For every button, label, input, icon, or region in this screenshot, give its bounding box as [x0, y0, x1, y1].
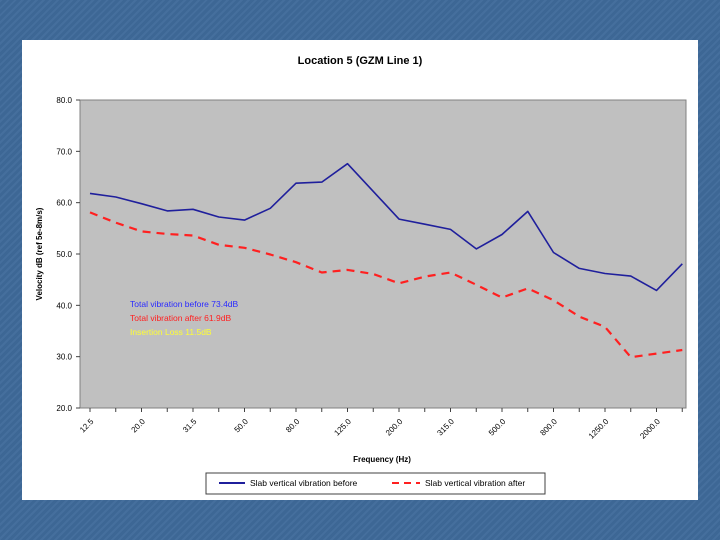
x-tick-label: 50.0	[233, 417, 251, 435]
legend-label-before: Slab vertical vibration before	[250, 478, 358, 488]
chart: Location 5 (GZM Line 1) 20.0 30.0 40.0 50.0…	[35, 55, 687, 495]
chart-title: Location 5 (GZM Line 1)	[298, 55, 423, 67]
series-line-before	[89, 162, 683, 292]
y-axis-label: Velocity dB (ref 5e-8m/s)	[35, 207, 44, 300]
x-tick-label: 31.5	[181, 417, 199, 435]
x-tick-label: 315.0	[435, 417, 456, 438]
y-tick-label: 30.0	[56, 353, 72, 362]
x-tick-label: 1250.0	[587, 417, 611, 441]
y-tick-label: 70.0	[56, 147, 72, 156]
legend-box	[205, 472, 546, 495]
y-tick-label: 60.0	[56, 199, 72, 208]
annotation-insertion-loss: Insertion Loss 11.5dB	[130, 327, 212, 337]
slide-frame: Location 5 (GZM Line 1) 20.0 30.0 40.0 50.0…	[22, 40, 698, 500]
x-tick-label: 80.0	[284, 417, 302, 435]
x-axis-label: Frequency (Hz)	[353, 455, 411, 464]
x-tick-label: 800.0	[538, 417, 559, 438]
x-tick-label: 200.0	[384, 417, 405, 438]
x-tick-label: 500.0	[487, 417, 508, 438]
x-tick-label: 20.0	[130, 417, 148, 435]
legend-label-after: Slab vertical vibration after	[425, 478, 525, 488]
y-tick-label: 40.0	[56, 301, 72, 310]
annotation-total-after: Total vibration after 61.9dB	[130, 313, 231, 323]
legend: Slab vertical vibration before Slab vert…	[205, 472, 546, 495]
plot-area	[79, 99, 687, 409]
series-line-after	[89, 211, 683, 359]
x-tick-label: 125.0	[332, 417, 353, 438]
x-tick-label: 2000.0	[638, 417, 662, 441]
y-tick-label: 80.0	[56, 96, 72, 105]
annotation-total-before: Total vibration before 73.4dB	[130, 299, 239, 309]
x-tick-label: 12.5	[78, 417, 96, 435]
y-tick-label: 50.0	[56, 250, 72, 259]
y-tick-label: 20.0	[56, 404, 72, 413]
